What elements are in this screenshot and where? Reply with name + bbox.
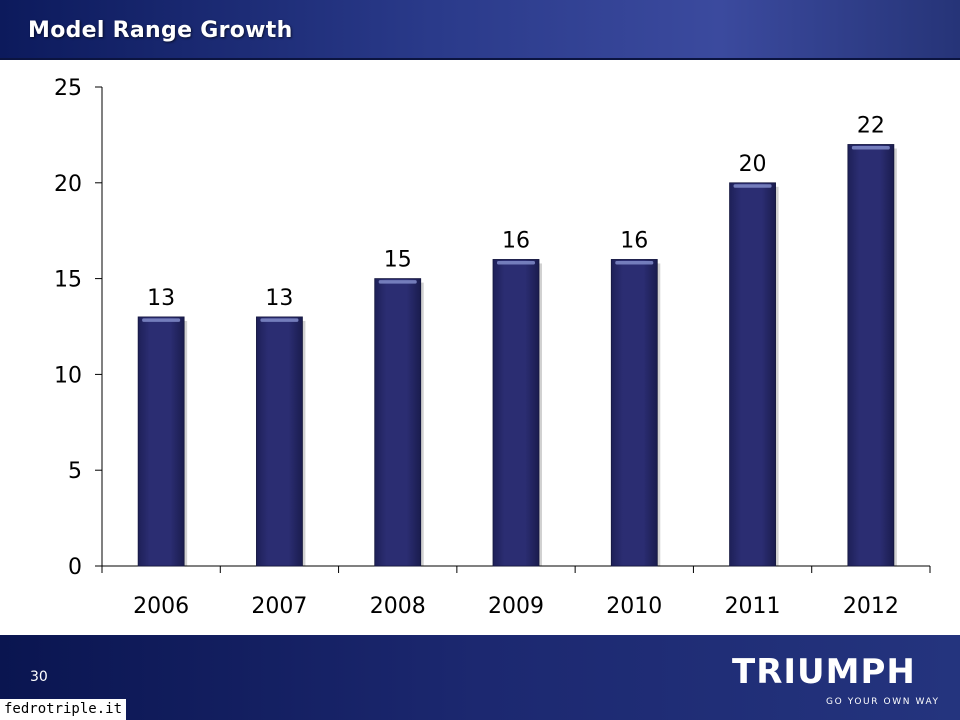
bar-highlight bbox=[851, 145, 890, 150]
bar-highlight bbox=[615, 260, 654, 265]
watermark: fedrotriple.it bbox=[0, 699, 127, 720]
title-bar: Model Range Growth bbox=[0, 0, 960, 60]
data-label: 16 bbox=[502, 228, 530, 253]
y-tick-label: 20 bbox=[54, 172, 82, 197]
bar bbox=[256, 316, 303, 567]
y-tick-label: 0 bbox=[68, 555, 82, 580]
bar-highlight bbox=[733, 184, 772, 188]
bar bbox=[374, 278, 422, 567]
bar-shadow bbox=[893, 148, 897, 566]
x-tick-label: 2009 bbox=[488, 594, 544, 619]
logo-tagline: GO YOUR OWN WAY bbox=[826, 697, 940, 707]
x-tick-label: 2008 bbox=[370, 594, 426, 619]
data-label: 13 bbox=[147, 286, 175, 311]
bar bbox=[492, 259, 540, 567]
bar-shadow bbox=[539, 263, 542, 566]
chart-area: 0 5 10 15 20 25 13 2006 13 2007 15 2008 16 2009 16 201… bbox=[0, 60, 960, 635]
slide-title: Model Range Growth bbox=[28, 18, 293, 43]
y-tick-label: 10 bbox=[54, 363, 82, 388]
bar-highlight bbox=[378, 280, 417, 284]
data-label: 16 bbox=[620, 228, 648, 253]
bar bbox=[137, 316, 185, 567]
bar bbox=[610, 259, 658, 567]
bar-shadow bbox=[420, 282, 424, 566]
x-tick-label: 2007 bbox=[251, 594, 307, 619]
data-label: 15 bbox=[384, 248, 412, 273]
bar-shadow bbox=[657, 263, 661, 566]
bar-highlight bbox=[142, 318, 181, 322]
bar-shadow bbox=[775, 186, 779, 567]
y-tick-label: 25 bbox=[54, 76, 82, 101]
bar-highlight bbox=[260, 318, 299, 322]
triumph-logo: TRIUMPH GO YOUR OWN WAY bbox=[732, 652, 942, 712]
x-tick-label: 2010 bbox=[606, 594, 662, 619]
data-label: 22 bbox=[857, 113, 885, 138]
footer-bar bbox=[0, 635, 960, 720]
y-tick-label: 15 bbox=[54, 268, 82, 293]
y-tick-label: 5 bbox=[68, 459, 82, 484]
bar bbox=[847, 144, 895, 567]
data-label: 20 bbox=[739, 152, 767, 177]
bar bbox=[729, 182, 776, 567]
bar-shadow bbox=[302, 320, 306, 566]
x-tick-label: 2006 bbox=[133, 594, 189, 619]
data-label: 13 bbox=[265, 286, 293, 311]
bar-chart: 0 5 10 15 20 25 13 2006 13 2007 15 2008 16 2009 16 201… bbox=[54, 76, 931, 619]
page-number: 30 bbox=[30, 669, 48, 685]
x-tick-label: 2011 bbox=[725, 594, 781, 619]
x-tick-label: 2012 bbox=[843, 594, 899, 619]
bar-highlight bbox=[497, 260, 535, 265]
bar-shadow bbox=[184, 320, 188, 566]
logo-text: TRIUMPH bbox=[732, 652, 916, 692]
